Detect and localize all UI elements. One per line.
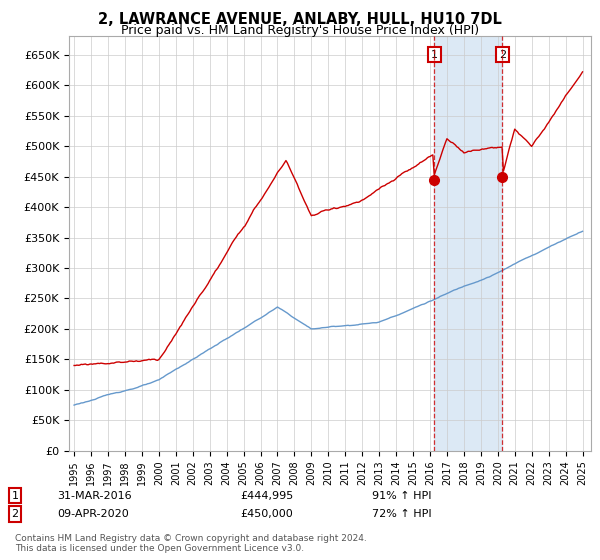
Text: 2: 2 [499,50,506,60]
Text: 1: 1 [431,50,438,60]
Text: £444,995: £444,995 [240,491,293,501]
Text: Price paid vs. HM Land Registry's House Price Index (HPI): Price paid vs. HM Land Registry's House … [121,24,479,36]
Text: 2, LAWRANCE AVENUE, ANLABY, HULL, HU10 7DL: 2, LAWRANCE AVENUE, ANLABY, HULL, HU10 7… [98,12,502,27]
Text: £450,000: £450,000 [240,509,293,519]
Text: Contains HM Land Registry data © Crown copyright and database right 2024.
This d: Contains HM Land Registry data © Crown c… [15,534,367,553]
Text: 31-MAR-2016: 31-MAR-2016 [57,491,131,501]
Text: 1: 1 [11,491,19,501]
Text: 2: 2 [11,509,19,519]
Text: 91% ↑ HPI: 91% ↑ HPI [372,491,431,501]
Bar [434,36,502,451]
Text: 09-APR-2020: 09-APR-2020 [57,509,129,519]
Text: 72% ↑ HPI: 72% ↑ HPI [372,509,431,519]
